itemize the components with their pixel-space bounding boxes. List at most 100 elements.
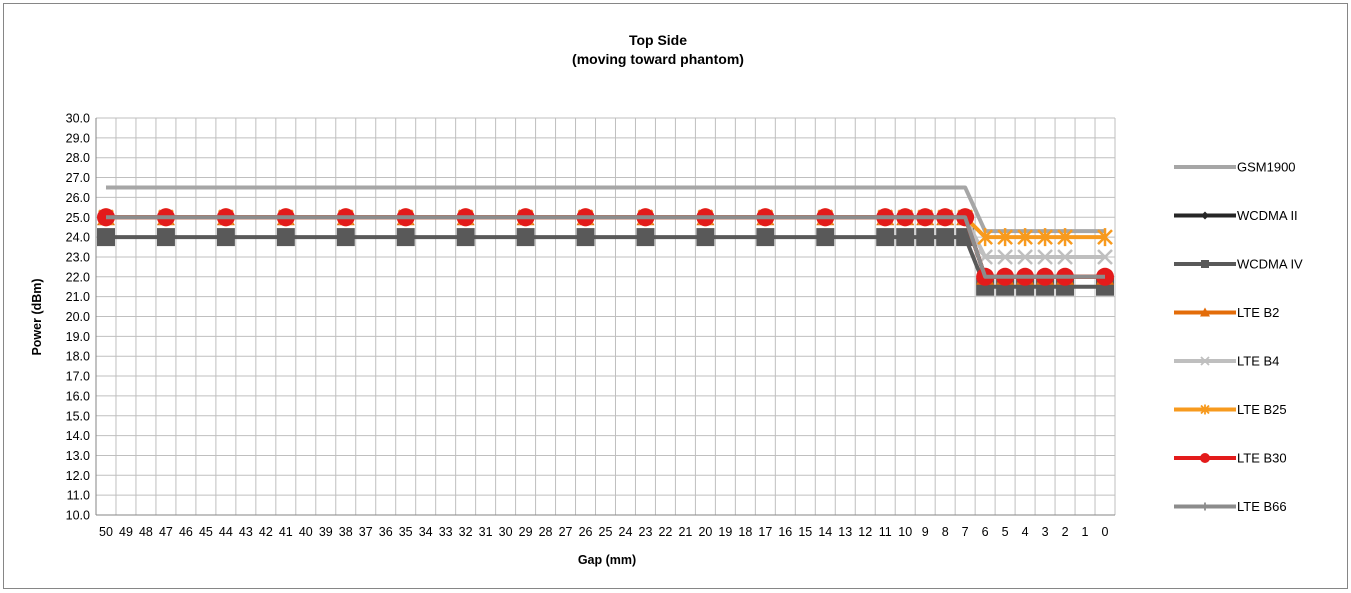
data-point (276, 228, 295, 247)
y-axis-label: Power (dBm) (30, 278, 44, 355)
legend-label: LTE B25 (1237, 402, 1287, 417)
x-tick-label: 36 (379, 525, 393, 539)
x-tick-label: 29 (519, 525, 533, 539)
x-tick-label: 27 (559, 525, 573, 539)
y-tick-label: 12.0 (66, 469, 90, 483)
y-tick-label: 27.0 (66, 171, 90, 185)
data-point (1037, 249, 1053, 265)
x-tick-label: 37 (359, 525, 373, 539)
y-tick-label: 11.0 (67, 489, 90, 503)
data-point (1037, 228, 1053, 247)
x-tick-label: 33 (439, 525, 453, 539)
x-tick-label: 6 (982, 525, 989, 539)
x-tick-label: 30 (499, 525, 513, 539)
data-point (936, 228, 955, 247)
x-tick-label: 43 (239, 525, 253, 539)
data-point (696, 228, 715, 247)
x-tick-label: 19 (718, 525, 732, 539)
legend-item: GSM1900 (1174, 160, 1296, 175)
gridlines (95, 117, 1116, 516)
y-tick-label: 30.0 (66, 112, 90, 126)
x-tick-label: 22 (658, 525, 672, 539)
y-tick-label: 17.0 (66, 370, 90, 384)
legend-label: LTE B66 (1237, 499, 1287, 514)
data-point (1097, 228, 1113, 247)
x-tick-label: 2 (1062, 525, 1069, 539)
legend-item: WCDMA IV (1174, 257, 1303, 272)
legend: GSM1900 WCDMA II WCDMA IV LTE B2 LTE B4 LTE B… (1174, 160, 1303, 514)
y-tick-label: 10.0 (66, 509, 90, 523)
y-tick-labels: 10.0 11.0 12.0 13.0 14.0 15.0 16.0 17.0 18.0 19.0… (66, 112, 90, 523)
x-tick-label: 32 (459, 525, 473, 539)
legend-label: WCDMA IV (1237, 257, 1303, 272)
legend-label: LTE B2 (1237, 305, 1279, 320)
legend-marker (1201, 211, 1209, 220)
x-tick-label: 20 (698, 525, 712, 539)
x-tick-label: 24 (619, 525, 633, 539)
data-point (1057, 228, 1073, 247)
x-tick-label: 21 (678, 525, 692, 539)
x-tick-label: 47 (159, 525, 173, 539)
legend-label: GSM1900 (1237, 160, 1296, 175)
series-7 (105, 215, 1106, 279)
x-tick-label: 26 (579, 525, 593, 539)
series-6 (96, 208, 1115, 286)
y-tick-label: 20.0 (66, 310, 90, 324)
legend-item: LTE B2 (1174, 305, 1279, 320)
y-tick-label: 18.0 (66, 350, 90, 364)
data-point (896, 228, 915, 247)
x-tick-label: 5 (1002, 525, 1009, 539)
data-point (977, 228, 994, 247)
x-tick-label: 17 (758, 525, 772, 539)
x-tick-label: 46 (179, 525, 193, 539)
legend-marker (1200, 453, 1210, 463)
data-point (396, 228, 415, 247)
y-tick-label: 22.0 (66, 270, 90, 284)
x-tick-label: 44 (219, 525, 233, 539)
x-tick-label: 7 (962, 525, 969, 539)
y-tick-label: 25.0 (66, 211, 90, 225)
x-tick-label: 48 (139, 525, 153, 539)
x-tick-label: 50 (99, 525, 113, 539)
data-point (876, 228, 895, 247)
series-layer (96, 185, 1115, 296)
chart-title: Top Side (629, 32, 687, 48)
data-point (916, 228, 935, 247)
legend-label: WCDMA II (1237, 208, 1298, 223)
x-tick-label: 10 (898, 525, 912, 539)
legend-item: WCDMA II (1174, 208, 1298, 223)
data-point (1057, 249, 1073, 265)
x-tick-label: 9 (922, 525, 929, 539)
x-tick-label: 15 (798, 525, 812, 539)
legend-item: LTE B66 (1174, 499, 1287, 514)
chart-frame: Top Side (moving toward phantom) Gap (mm… (3, 3, 1348, 589)
x-tick-label: 4 (1022, 525, 1029, 539)
y-tick-label: 29.0 (66, 131, 90, 145)
x-tick-label: 14 (818, 525, 832, 539)
y-tick-label: 14.0 (66, 429, 90, 443)
power-vs-gap-line-chart: Top Side (moving toward phantom) Gap (mm… (30, 32, 1303, 567)
legend-marker (1200, 307, 1210, 317)
x-tick-label: 1 (1082, 525, 1089, 539)
legend-marker (1201, 260, 1209, 268)
x-tick-label: 35 (399, 525, 413, 539)
legend-marker (1201, 502, 1209, 511)
x-tick-label: 40 (299, 525, 313, 539)
data-point (816, 228, 835, 247)
x-tick-label: 16 (778, 525, 792, 539)
data-point (1017, 249, 1033, 265)
data-point (756, 228, 775, 247)
y-tick-label: 15.0 (66, 409, 90, 423)
y-tick-label: 24.0 (66, 231, 90, 245)
legend-item: LTE B30 (1174, 451, 1287, 466)
legend-item: LTE B25 (1174, 402, 1287, 417)
x-tick-label: 41 (279, 525, 293, 539)
x-tick-label: 3 (1042, 525, 1049, 539)
data-point (216, 228, 235, 247)
x-tick-label: 28 (539, 525, 553, 539)
x-tick-label: 49 (119, 525, 133, 539)
x-tick-labels: 50 49 48 47 46 45 44 43 42 41 40 39 38 37 36 35 34 33 32 31… (99, 525, 1108, 539)
chart-subtitle: (moving toward phantom) (572, 51, 744, 67)
data-point (636, 228, 655, 247)
legend-label: LTE B30 (1237, 451, 1287, 466)
